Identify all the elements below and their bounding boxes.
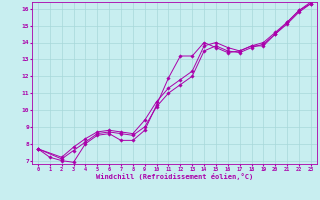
X-axis label: Windchill (Refroidissement éolien,°C): Windchill (Refroidissement éolien,°C)	[96, 173, 253, 180]
